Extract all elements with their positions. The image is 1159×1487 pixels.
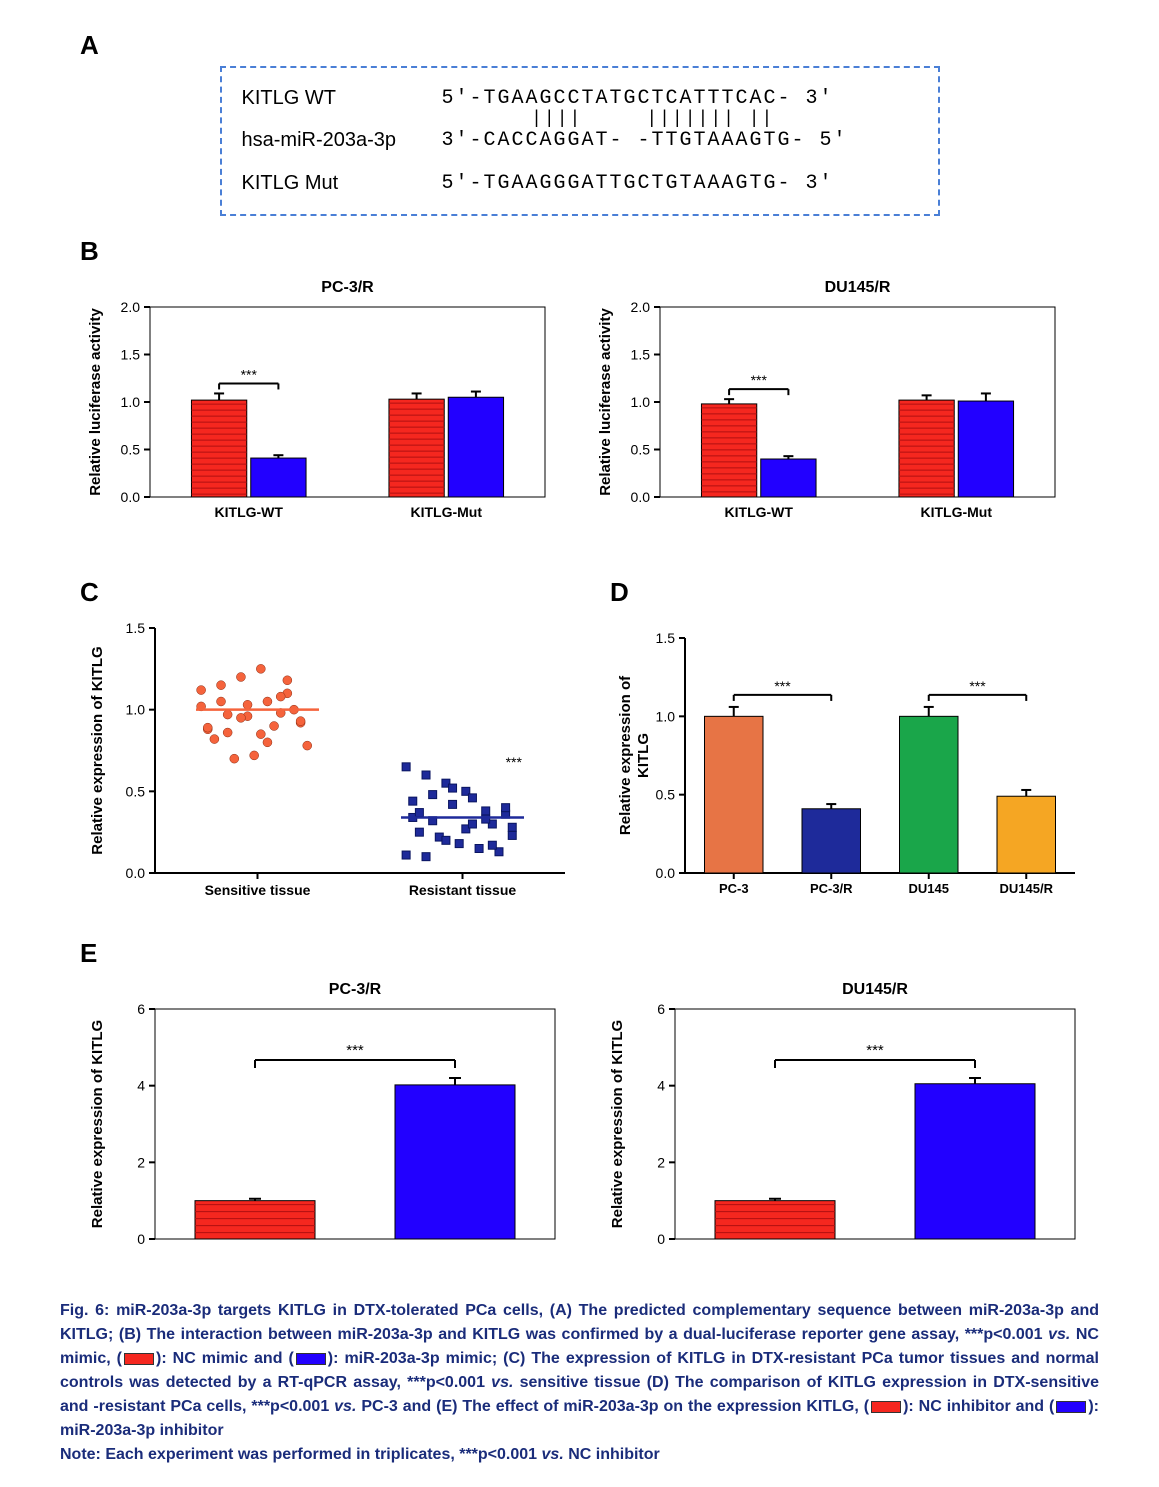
svg-text:Relative expression of KITLG: Relative expression of KITLG xyxy=(609,1020,626,1228)
svg-text:0.5: 0.5 xyxy=(126,783,146,799)
panel-label-c: C xyxy=(80,577,580,608)
svg-text:1.5: 1.5 xyxy=(121,346,141,362)
svg-text:Relative luciferase activity: Relative luciferase activity xyxy=(597,307,614,495)
svg-text:1.0: 1.0 xyxy=(126,701,146,717)
svg-text:***: *** xyxy=(346,1042,364,1059)
caption-text: ): NC inhibitor and ( xyxy=(903,1398,1054,1415)
seq-row-wt: KITLG WT 5'-TGAAGCCTATGCTCATTTCAC- 3' xyxy=(242,87,918,110)
caption-text: PC-3 and (E) The effect of miR-203a-3p o… xyxy=(356,1398,869,1415)
panel-cd-row: C 0.0 0.5 1.0 1.5 Relative expression of KIT… xyxy=(80,567,1079,918)
svg-text:***: *** xyxy=(774,678,791,694)
svg-text:***: *** xyxy=(241,366,258,382)
svg-text:DU145/R: DU145/R xyxy=(1000,881,1054,896)
panel-e-row: PC-3/R 0 2 4 6 Relative expression of KITLG **… xyxy=(80,974,1079,1269)
caption-text: miR-203a-3p targets KITLG in DTX-tolerat… xyxy=(60,1302,1099,1343)
svg-text:6: 6 xyxy=(657,1001,665,1017)
svg-text:0.0: 0.0 xyxy=(656,865,676,881)
caption-vs: vs. xyxy=(491,1374,513,1391)
svg-text:***: *** xyxy=(751,372,768,388)
svg-text:DU145: DU145 xyxy=(909,881,949,896)
svg-text:1.5: 1.5 xyxy=(631,346,651,362)
legend-swatch-blue xyxy=(1056,1401,1086,1413)
svg-text:***: *** xyxy=(506,754,523,770)
figure-caption: Fig. 6: miR-203a-3p targets KITLG in DTX… xyxy=(60,1299,1099,1467)
svg-text:PC-3: PC-3 xyxy=(719,881,749,896)
svg-text:Relative expression of: Relative expression of xyxy=(617,675,634,835)
svg-text:2.0: 2.0 xyxy=(121,299,141,315)
svg-text:Relative expression of KITLG: Relative expression of KITLG xyxy=(89,1020,106,1228)
caption-text: ): NC mimic and ( xyxy=(156,1350,294,1367)
svg-text:4: 4 xyxy=(657,1077,665,1093)
svg-text:0.5: 0.5 xyxy=(656,786,676,802)
panel-b-row: PC-3/R 0.0 0.5 1.0 1.5 2.0 Relative luciferase… xyxy=(80,272,1079,547)
caption-vs: vs. xyxy=(334,1398,356,1415)
seq-text: 3'-CACCAGGAT- -TTGTAAAGTG- 5' xyxy=(442,129,848,152)
seq-text: 5'-TGAAGGGATTGCTGTAAAGTG- 3' xyxy=(442,172,834,195)
svg-text:1.0: 1.0 xyxy=(656,708,676,724)
chart-e-pc3r: PC-3/R 0 2 4 6 Relative expression of KITLG **… xyxy=(80,974,570,1269)
svg-text:***: *** xyxy=(969,678,986,694)
svg-text:Relative luciferase activity: Relative luciferase activity xyxy=(87,307,104,495)
chart-e-du145r: DU145/R 0 2 4 6 Relative expression of KITLG *… xyxy=(600,974,1090,1269)
chart-d-bars: 0.0 0.5 1.0 1.5 Relative expression ofKITLG P… xyxy=(610,613,1090,918)
panel-label-a: A xyxy=(80,30,1139,61)
panel-label-e: E xyxy=(80,938,1139,969)
svg-text:0.0: 0.0 xyxy=(126,865,146,881)
svg-text:KITLG-WT: KITLG-WT xyxy=(215,504,284,520)
svg-text:DU145/R: DU145/R xyxy=(842,981,908,998)
seq-alignment-ticks: |||| ||||||| || xyxy=(442,114,918,125)
panel-a-sequence-box: KITLG WT 5'-TGAAGCCTATGCTCATTTCAC- 3' ||… xyxy=(220,66,940,216)
chart-b-du145r: DU145/R 0.0 0.5 1.0 1.5 2.0 Relative luciferas… xyxy=(590,272,1070,547)
svg-text:PC-3/R: PC-3/R xyxy=(329,981,382,998)
seq-label: hsa-miR-203a-3p xyxy=(242,129,442,152)
svg-text:KITLG-Mut: KITLG-Mut xyxy=(410,504,482,520)
legend-swatch-blue xyxy=(296,1353,326,1365)
caption-note: Note: Each experiment was performed in t… xyxy=(60,1446,542,1463)
caption-vs: vs. xyxy=(542,1446,564,1463)
svg-text:***: *** xyxy=(866,1042,884,1059)
legend-swatch-red xyxy=(124,1353,154,1365)
svg-text:1.5: 1.5 xyxy=(656,630,676,646)
caption-fignum: Fig. 6: xyxy=(60,1302,116,1319)
svg-text:6: 6 xyxy=(137,1001,145,1017)
svg-text:0.5: 0.5 xyxy=(121,441,141,457)
svg-text:1.5: 1.5 xyxy=(126,620,146,636)
legend-swatch-red xyxy=(871,1401,901,1413)
caption-text: NC inhibitor xyxy=(564,1446,660,1463)
seq-text: 5'-TGAAGCCTATGCTCATTTCAC- 3' xyxy=(442,87,834,110)
seq-row-mir: hsa-miR-203a-3p 3'-CACCAGGAT- -TTGTAAAGT… xyxy=(242,129,918,152)
svg-text:1.0: 1.0 xyxy=(121,394,141,410)
svg-text:0.0: 0.0 xyxy=(121,489,141,505)
panel-label-b: B xyxy=(80,236,1139,267)
svg-text:0: 0 xyxy=(137,1231,145,1247)
svg-text:DU145/R: DU145/R xyxy=(825,279,891,296)
svg-text:2.0: 2.0 xyxy=(631,299,651,315)
svg-text:0.5: 0.5 xyxy=(631,441,651,457)
chart-b-pc3r: PC-3/R 0.0 0.5 1.0 1.5 2.0 Relative luciferase… xyxy=(80,272,560,547)
svg-text:0.0: 0.0 xyxy=(631,489,651,505)
svg-text:PC-3/R: PC-3/R xyxy=(321,279,374,296)
svg-text:PC-3/R: PC-3/R xyxy=(810,881,853,896)
svg-text:Relative expression of KITLG: Relative expression of KITLG xyxy=(89,646,106,854)
svg-text:4: 4 xyxy=(137,1077,145,1093)
svg-text:0: 0 xyxy=(657,1231,665,1247)
svg-text:2: 2 xyxy=(137,1154,145,1170)
seq-row-mut: KITLG Mut 5'-TGAAGGGATTGCTGTAAAGTG- 3' xyxy=(242,172,918,195)
chart-c-scatter: 0.0 0.5 1.0 1.5 Relative expression of KITLG… xyxy=(80,613,580,918)
svg-text:KITLG-Mut: KITLG-Mut xyxy=(920,504,992,520)
caption-vs: vs. xyxy=(1048,1326,1070,1343)
svg-text:KITLG-WT: KITLG-WT xyxy=(725,504,794,520)
svg-text:1.0: 1.0 xyxy=(631,394,651,410)
seq-label: KITLG WT xyxy=(242,87,442,110)
figure-container: A KITLG WT 5'-TGAAGCCTATGCTCATTTCAC- 3' … xyxy=(20,30,1139,1467)
svg-text:KITLG: KITLG xyxy=(635,733,652,778)
panel-label-d: D xyxy=(610,577,1090,608)
seq-label: KITLG Mut xyxy=(242,172,442,195)
svg-text:Resistant tissue: Resistant tissue xyxy=(409,882,517,898)
svg-text:2: 2 xyxy=(657,1154,665,1170)
svg-text:Sensitive tissue: Sensitive tissue xyxy=(205,882,311,898)
